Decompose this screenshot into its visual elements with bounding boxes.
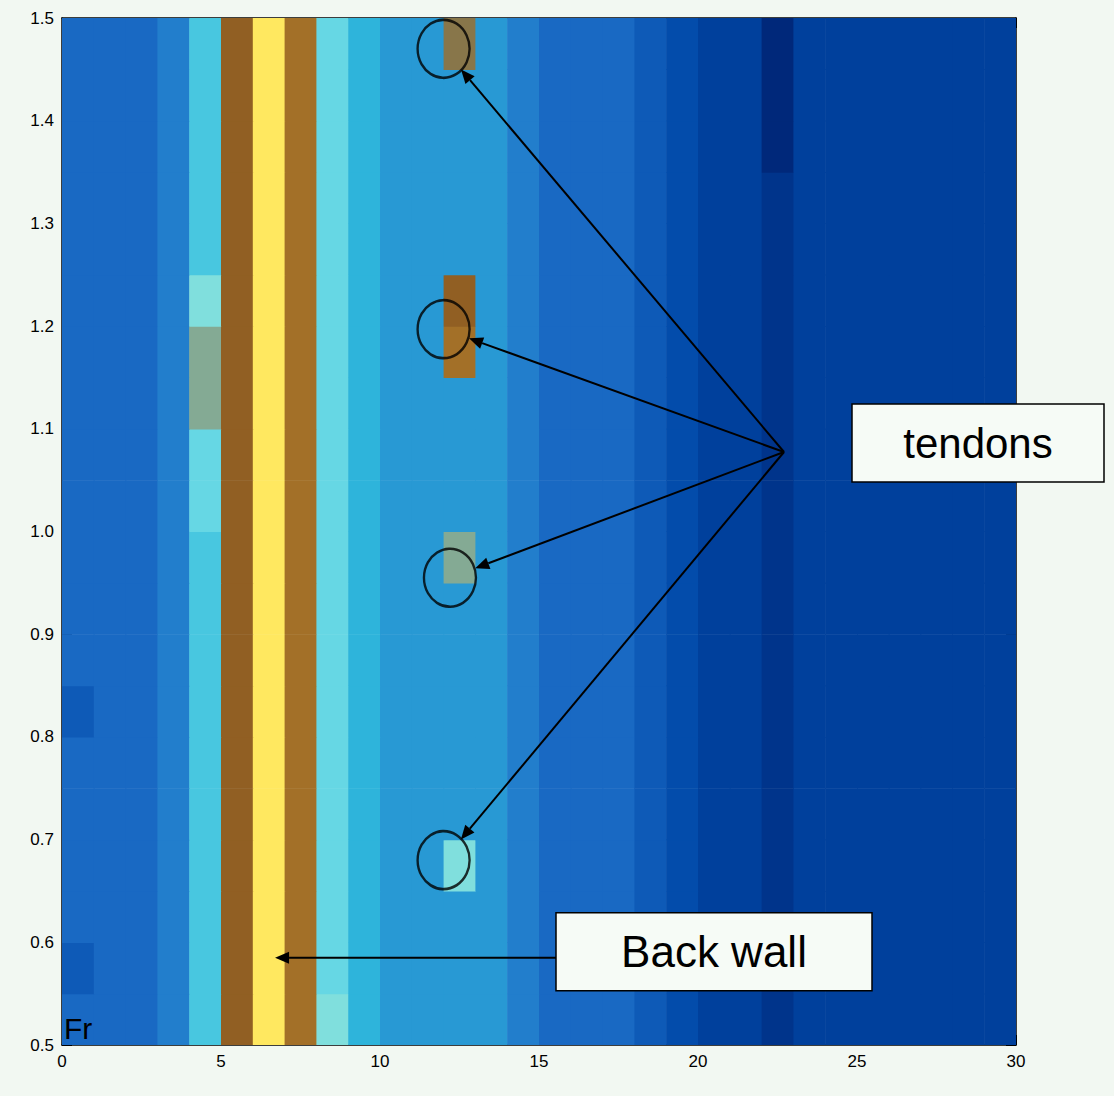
svg-text:1.5: 1.5 <box>30 9 54 28</box>
svg-text:Fr: Fr <box>64 1012 92 1045</box>
svg-text:1.3: 1.3 <box>30 214 54 233</box>
svg-text:25: 25 <box>848 1052 867 1071</box>
svg-text:5: 5 <box>216 1052 225 1071</box>
svg-text:10: 10 <box>371 1052 390 1071</box>
svg-text:0.5: 0.5 <box>30 1036 54 1055</box>
svg-text:0.9: 0.9 <box>30 625 54 644</box>
svg-text:0: 0 <box>57 1052 66 1071</box>
svg-text:1.1: 1.1 <box>30 419 54 438</box>
svg-text:0.8: 0.8 <box>30 727 54 746</box>
svg-text:1.0: 1.0 <box>30 522 54 541</box>
svg-text:0.6: 0.6 <box>30 933 54 952</box>
svg-text:1.2: 1.2 <box>30 317 54 336</box>
svg-text:30: 30 <box>1007 1052 1026 1071</box>
svg-text:1.4: 1.4 <box>30 111 54 130</box>
svg-text:0.7: 0.7 <box>30 830 54 849</box>
svg-text:tendons: tendons <box>903 420 1052 467</box>
svg-text:Back wall: Back wall <box>621 927 807 976</box>
svg-text:15: 15 <box>530 1052 549 1071</box>
svg-text:20: 20 <box>689 1052 708 1071</box>
